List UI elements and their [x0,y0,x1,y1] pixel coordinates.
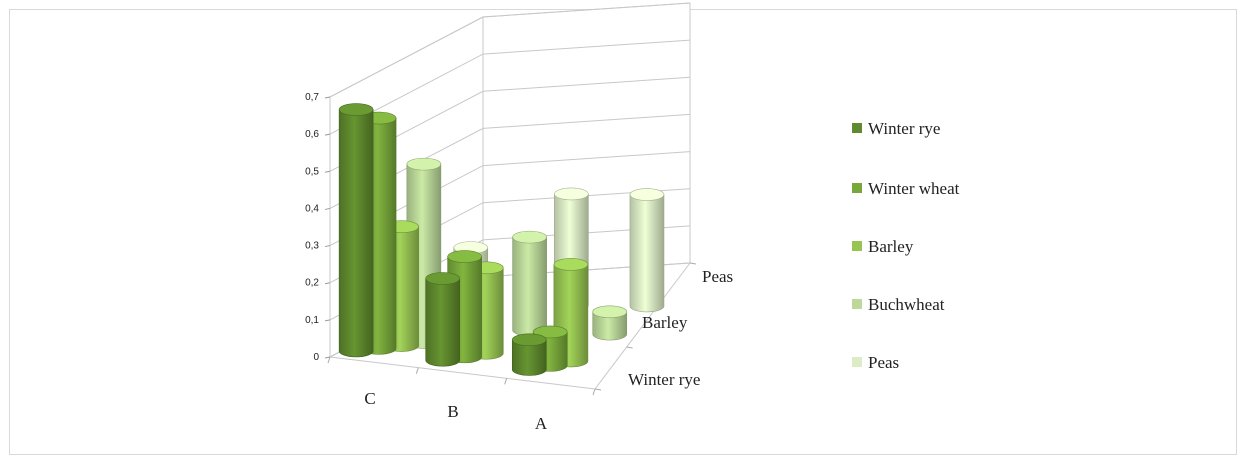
y-tick-mark [324,356,331,359]
bar-top [554,187,589,201]
bar [592,305,628,341]
y-tick-label: 0,3 [305,241,319,252]
y-tick-mark [324,96,331,99]
y-tick-label: 0 [313,352,319,363]
bar-body [338,109,374,358]
legend-label: Winter rye [868,119,941,138]
legend-item-winter-rye: Winter rye [852,118,978,139]
bar-body [512,236,547,337]
z-tick-mark [594,388,602,391]
legend-label: Buchwheat [868,295,945,314]
bar-top [425,272,461,285]
legend-swatch [852,299,862,309]
bar-top [511,333,547,347]
bar-top [532,325,568,339]
legend-swatch [852,123,862,133]
legend-item-barley: Barley [852,236,978,257]
z-tick-mark [689,262,697,265]
x-category-label: B [447,402,458,421]
depth-category-label: Winter rye [628,370,700,389]
x-axis-labels: C B A [364,389,548,433]
bar-top [592,305,628,319]
y-tick-label: 0,5 [305,166,319,177]
gridline [329,39,691,135]
depth-category-label: Barley [642,313,688,332]
bar-top [338,103,374,116]
y-tick-label: 0,2 [305,278,319,289]
legend-label: Peas [868,353,900,372]
z-tick-mark [626,346,633,349]
legend-item-peas: Peas [852,352,978,373]
bar-top [629,188,665,201]
bar-body [425,278,461,367]
legend-label: Winter wheat [868,179,960,198]
y-tick-mark [324,133,331,136]
y-tick-label: 0,6 [305,129,319,140]
bar-top [406,157,442,171]
gridline [329,2,691,98]
y-axis-ticks: 0 0,1 0,2 0,3 0,4 0,5 0,6 0,7 [305,92,331,363]
y-tick-mark [324,245,331,248]
bar-top [553,258,589,271]
bar-body [511,339,547,376]
x-tick-mark [592,388,596,396]
legend-item-buchwheat: Buchwheat [852,294,978,315]
legend-swatch [852,241,862,251]
bar [338,103,374,358]
bar [511,333,547,376]
y-tick-label: 0,4 [305,203,319,214]
bar [512,230,547,337]
bar-top [512,230,547,244]
bar-top [447,250,482,263]
x-tick-mark [415,367,419,374]
y-tick-mark [324,207,331,210]
depth-category-label: Peas [702,267,733,286]
legend-swatch [852,357,862,367]
bar [425,272,461,367]
y-tick-mark [324,170,331,173]
legend-swatch [852,183,862,193]
bar [629,188,665,313]
bar-body [629,194,665,313]
depth-axis-labels: Winter rye Barley Peas [628,267,733,389]
legend-item-winter-wheat: Winter wheat [852,178,978,199]
y-tick-mark [324,282,331,285]
x-category-label: A [535,414,548,433]
y-tick-label: 0,7 [305,92,319,103]
bar-body [592,311,628,341]
x-category-label: C [364,389,375,408]
y-tick-mark [324,319,331,322]
legend-label: Barley [868,237,914,256]
chart-bars [338,103,665,376]
x-tick-mark [504,378,508,385]
y-tick-label: 0,1 [305,315,319,326]
x-tick-mark [327,356,331,364]
